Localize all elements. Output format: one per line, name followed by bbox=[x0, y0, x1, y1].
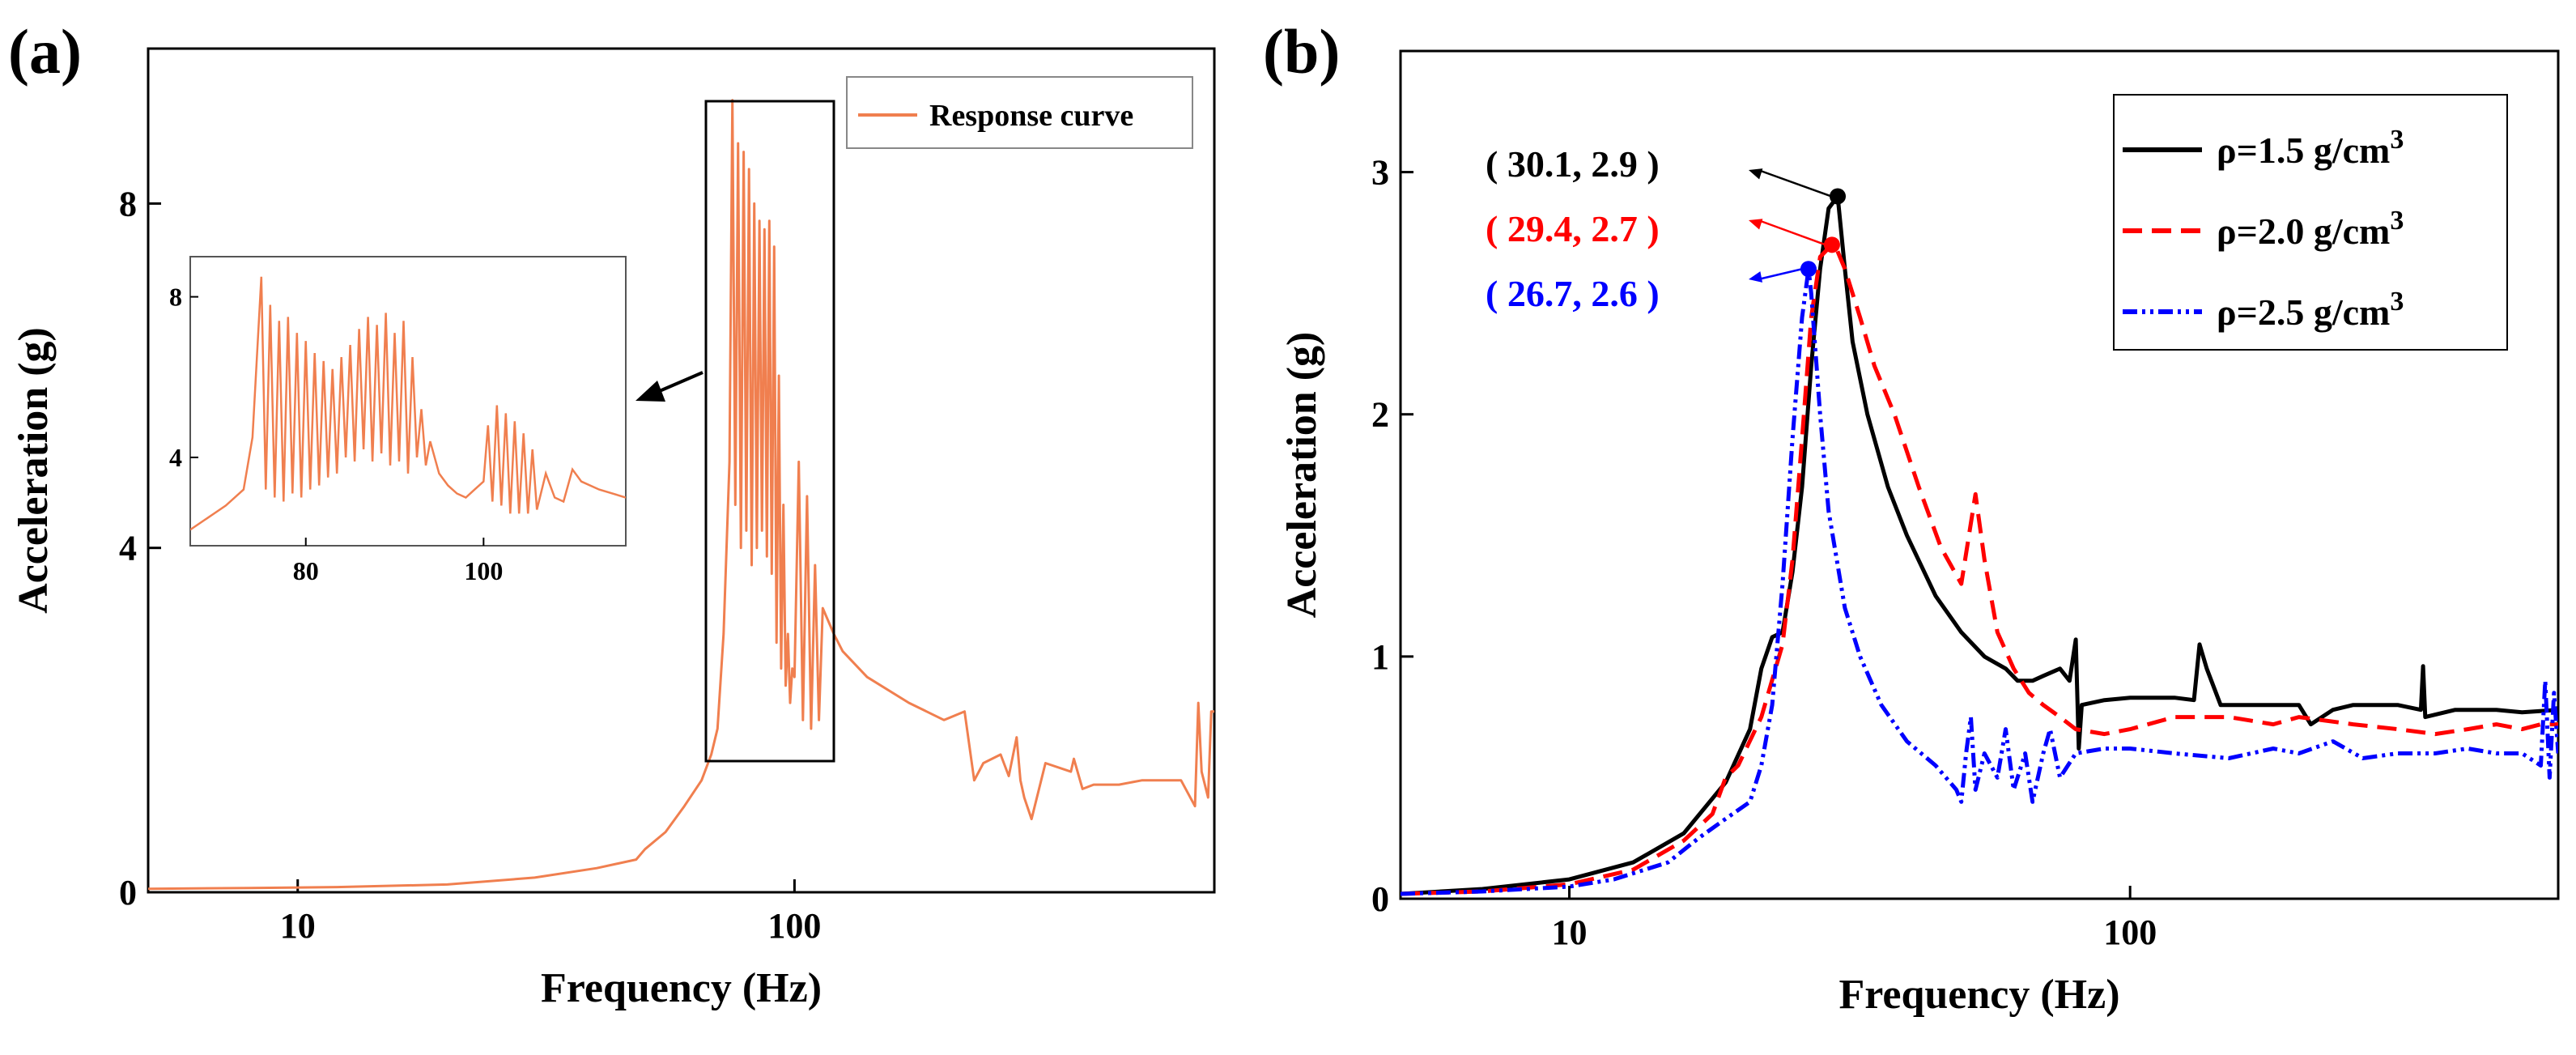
inset-x-tick-label: 100 bbox=[464, 556, 503, 585]
legend-label-1: ρ=1.5 g/cm3 bbox=[2217, 125, 2404, 171]
y-axis-title: Acceleration (g) bbox=[11, 327, 57, 614]
peak-annotation-arrow-2 bbox=[1758, 219, 1826, 246]
zoom-region-box bbox=[704, 100, 835, 763]
x-axis-title: Frequency (Hz) bbox=[541, 965, 822, 1011]
plot-frame bbox=[147, 47, 1216, 894]
y-tick-label: 3 bbox=[1371, 153, 1389, 193]
panel-label: (a) bbox=[8, 16, 82, 87]
y-tick-label: 1 bbox=[1371, 637, 1389, 677]
peak-annotation-arrowhead-2 bbox=[1749, 219, 1763, 230]
legend-label-2: ρ=2.0 g/cm3 bbox=[2217, 206, 2404, 252]
peak-marker-3 bbox=[1800, 261, 1817, 278]
legend-label: Response curve bbox=[929, 99, 1133, 133]
zoom-arrow-head bbox=[635, 381, 665, 402]
x-tick-label: 10 bbox=[1552, 912, 1588, 952]
legend-box bbox=[846, 76, 1193, 149]
y-tick-label: 8 bbox=[119, 184, 137, 223]
inset-x-tick-label: 80 bbox=[293, 556, 319, 585]
legend-label-superscript: 3 bbox=[2390, 206, 2404, 236]
panel-a: (a) 10 100 0 4 8 Frequency (Hz) Acceleration (g… bbox=[8, 16, 1216, 1011]
y-tick-label: 4 bbox=[119, 529, 137, 568]
peak-annotation-label-2: ( 29.4, 2.7 ) bbox=[1486, 208, 1660, 249]
peak-marker-1 bbox=[1830, 188, 1847, 205]
peak-annotation-arrowhead-1 bbox=[1749, 168, 1763, 180]
peak-annotation-arrow-1 bbox=[1758, 168, 1832, 198]
y-tick-label: 2 bbox=[1371, 395, 1389, 435]
legend-label-superscript: 3 bbox=[2390, 125, 2404, 155]
peak-annotation-arrow-3 bbox=[1758, 268, 1803, 281]
inset-frame bbox=[189, 256, 627, 547]
peak-annotation-label-3: ( 26.7, 2.6 ) bbox=[1486, 273, 1660, 314]
legend-label-superscript: 3 bbox=[2390, 287, 2404, 317]
y-axis-title: Acceleration (g) bbox=[1279, 332, 1325, 619]
legend-label-text: ρ=1.5 g/cm bbox=[2217, 130, 2390, 171]
x-tick-label: 10 bbox=[280, 906, 316, 946]
peak-annotation-label-1: ( 30.1, 2.9 ) bbox=[1486, 143, 1660, 185]
x-tick-label: 100 bbox=[767, 906, 821, 946]
series-line-3 bbox=[1401, 266, 2558, 896]
peak-annotation-arrowhead-3 bbox=[1749, 271, 1763, 283]
x-axis-title: Frequency (Hz) bbox=[1838, 972, 2119, 1018]
series-line-1 bbox=[148, 99, 1214, 891]
legend-label-text: ρ=2.5 g/cm bbox=[2217, 291, 2390, 333]
inset-y-tick-label: 4 bbox=[169, 443, 182, 472]
y-tick-label: 0 bbox=[1371, 879, 1389, 919]
legend-label-3: ρ=2.5 g/cm3 bbox=[2217, 287, 2404, 333]
plot-frame bbox=[1399, 49, 2560, 900]
zoom-arrow-shaft bbox=[655, 371, 704, 394]
panel-b: (b) 10 100 0 1 2 3 Frequency (Hz) Acceleration (… bbox=[1263, 16, 2560, 1018]
y-tick-label: 0 bbox=[119, 873, 137, 912]
peak-marker-2 bbox=[1823, 236, 1840, 253]
legend-label-text: ρ=2.0 g/cm bbox=[2217, 211, 2390, 252]
inset-y-tick-label: 8 bbox=[169, 283, 182, 312]
legend-box bbox=[2113, 94, 2508, 351]
inset-series-line bbox=[190, 276, 626, 531]
x-tick-label: 100 bbox=[2103, 912, 2157, 952]
series-line-2 bbox=[1401, 242, 2558, 896]
panel-label: (b) bbox=[1263, 16, 1340, 87]
